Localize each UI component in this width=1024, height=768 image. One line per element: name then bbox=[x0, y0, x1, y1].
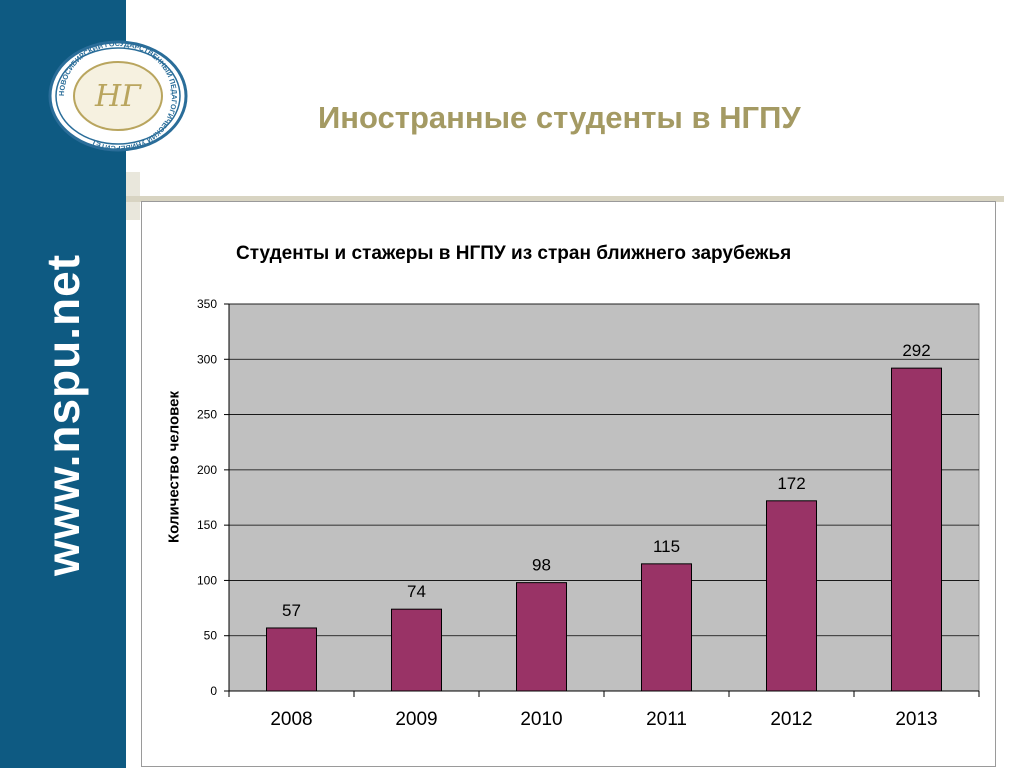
university-logo: НОВОСИБИРСКИЙ ГОСУДАРСТВЕННЫЙ ПЕДАГОГИЧЕ… bbox=[48, 40, 188, 152]
x-tick-label: 2013 bbox=[895, 709, 937, 730]
chart-title: Студенты и стажеры в НГПУ из стран ближн… bbox=[236, 243, 792, 264]
y-tick-label: 50 bbox=[204, 629, 218, 643]
y-tick-label: 250 bbox=[197, 408, 217, 422]
data-label: 292 bbox=[902, 341, 930, 360]
logo-monogram: НГ bbox=[94, 79, 142, 114]
bar bbox=[266, 627, 317, 692]
slide-title: Иностранные студенты в НГПУ bbox=[318, 100, 801, 135]
y-tick-label: 0 bbox=[210, 684, 217, 698]
x-tick-label: 2012 bbox=[770, 709, 812, 730]
bar bbox=[891, 367, 942, 692]
decorative-stripe bbox=[126, 196, 1004, 202]
x-tick-label: 2011 bbox=[646, 709, 687, 730]
y-tick-label: 150 bbox=[197, 518, 217, 532]
data-label: 57 bbox=[282, 601, 301, 620]
x-tick-label: 2008 bbox=[270, 709, 312, 730]
bar bbox=[391, 608, 442, 692]
bar bbox=[516, 582, 567, 692]
x-tick-label: 2009 bbox=[395, 709, 437, 730]
bar bbox=[641, 563, 692, 692]
y-tick-label: 300 bbox=[197, 352, 217, 366]
y-tick-label: 100 bbox=[197, 573, 217, 587]
data-label: 115 bbox=[653, 537, 680, 556]
data-label: 98 bbox=[532, 556, 551, 575]
data-label: 74 bbox=[407, 582, 426, 601]
y-tick-label: 200 bbox=[197, 463, 217, 477]
data-label: 172 bbox=[777, 474, 805, 493]
plot-area bbox=[228, 303, 980, 692]
x-tick-label: 2010 bbox=[520, 709, 562, 730]
y-tick-label: 350 bbox=[197, 297, 217, 311]
bar bbox=[766, 500, 817, 692]
